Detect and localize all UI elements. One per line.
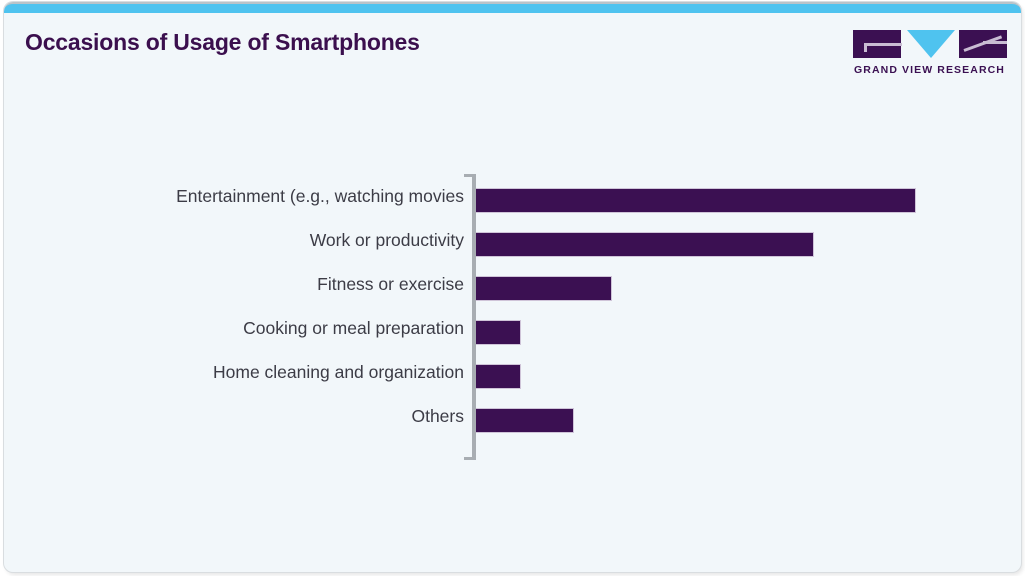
logo-wordmark: GRAND VIEW RESEARCH [854, 64, 1005, 76]
category-label: Entertainment (e.g., watching movies [176, 185, 464, 206]
category-axis-line [472, 174, 476, 460]
category-label: Work or productivity [309, 229, 464, 250]
brand-logo: GRAND VIEW RESEARCH [853, 28, 1007, 76]
bar-track [476, 408, 1016, 433]
category-axis-bottom-cap [464, 457, 476, 460]
bar-home-cleaning-and-organization [476, 364, 521, 389]
logo-v-triangle-icon [907, 30, 955, 58]
bar-chart: Entertainment (e.g., watching movies Wor… [4, 162, 1021, 472]
bar-row: Cooking or meal preparation [4, 306, 1021, 350]
logo-r-icon [959, 30, 1007, 58]
logo-r-horizontal-stroke [983, 41, 1007, 44]
bar-work-or-productivity [476, 232, 814, 257]
category-label: Cooking or meal preparation [243, 317, 464, 338]
category-label: Others [411, 405, 464, 426]
page-title: Occasions of Usage of Smartphones [25, 29, 420, 55]
bar-cooking-or-meal-preparation [476, 320, 521, 345]
category-label: Home cleaning and organization [213, 361, 464, 382]
logo-g-icon [853, 30, 902, 58]
bar-fitness-or-exercise [476, 276, 612, 301]
bar-track [476, 364, 1016, 389]
logo-marks [853, 28, 1007, 60]
top-accent-bar [4, 2, 1021, 13]
bar-row: Home cleaning and organization [4, 350, 1021, 394]
bar-row: Entertainment (e.g., watching movies [4, 174, 1021, 218]
category-axis-top-cap [464, 174, 476, 177]
slide-card: Occasions of Usage of Smartphones GRAND … [4, 2, 1021, 572]
logo-g-horizontal-stroke [864, 43, 902, 46]
bar-row: Others [4, 394, 1021, 438]
category-label: Fitness or exercise [317, 273, 464, 294]
bar-rows: Entertainment (e.g., watching movies Wor… [4, 174, 1021, 438]
bar-entertainment [476, 188, 916, 213]
bar-row: Fitness or exercise [4, 262, 1021, 306]
bar-track [476, 232, 1016, 257]
logo-g-vertical-stroke [864, 43, 867, 52]
bar-row: Work or productivity [4, 218, 1021, 262]
bar-track [476, 276, 1016, 301]
bar-track [476, 188, 1016, 213]
bar-others [476, 408, 574, 433]
bar-track [476, 320, 1016, 345]
